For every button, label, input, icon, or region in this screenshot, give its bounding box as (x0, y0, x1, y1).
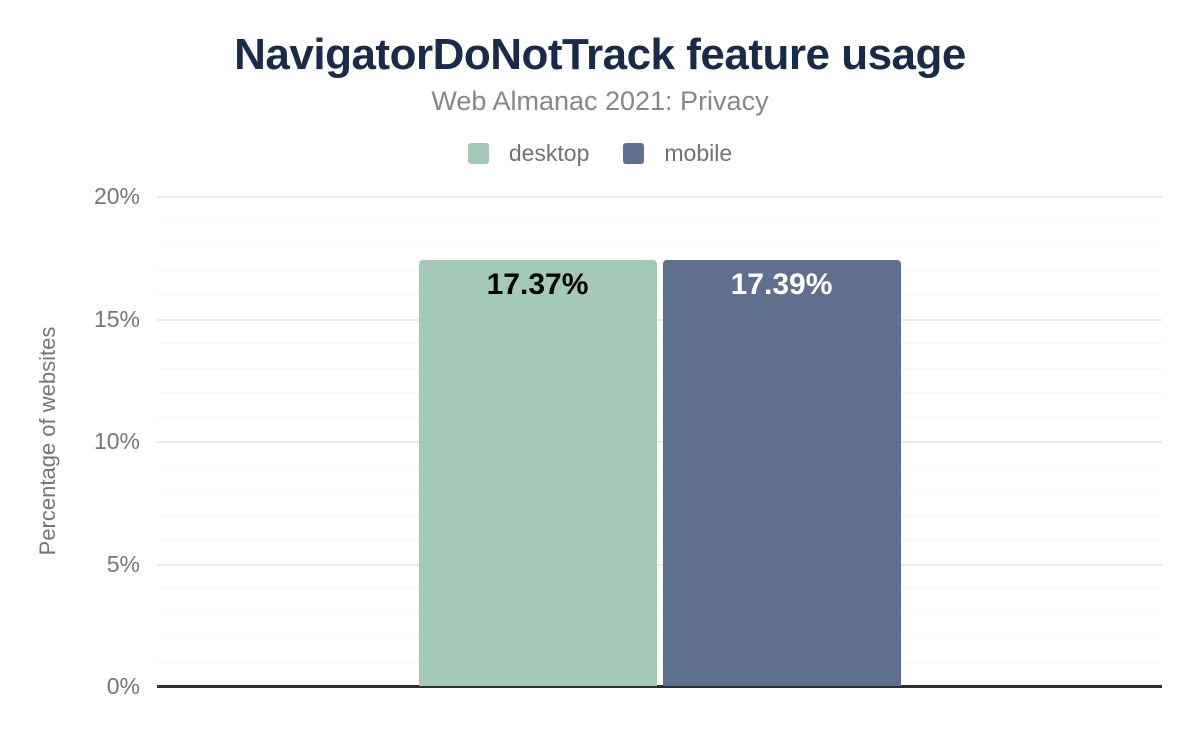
bar-mobile: 17.39% (662, 259, 901, 686)
gridline-minor (157, 367, 1162, 369)
legend-label-mobile: mobile (664, 140, 733, 166)
gridline-major (157, 441, 1162, 443)
gridline-minor (157, 220, 1162, 222)
chart-title: NavigatorDoNotTrack feature usage (234, 30, 966, 79)
legend: desktop mobile (0, 140, 1200, 167)
gridline-minor (157, 588, 1162, 589)
y-tick-label: 5% (106, 550, 140, 577)
plot-area: 17.37% 17.39% (157, 196, 1162, 688)
legend-item-desktop: desktop (467, 140, 590, 167)
x-axis-line (157, 685, 1162, 688)
gridline-minor (157, 343, 1162, 344)
gridline-minor (157, 269, 1162, 271)
gridline-minor (157, 392, 1162, 393)
gridline-minor (157, 612, 1162, 614)
gridline-minor (157, 465, 1162, 467)
legend-swatch-icon (467, 143, 489, 164)
gridline-minor (157, 294, 1162, 295)
gridline-minor (157, 637, 1162, 638)
legend-label-desktop: desktop (508, 140, 590, 166)
legend-item-mobile: mobile (623, 140, 732, 167)
gridline-minor (157, 539, 1162, 540)
chart-subtitle: Web Almanac 2021: Privacy (431, 86, 769, 116)
gridline-minor (157, 245, 1162, 246)
gridline-major (157, 318, 1162, 321)
legend-swatch-icon (623, 143, 645, 164)
gridline-major (157, 563, 1162, 566)
bar-desktop: 17.37% (418, 260, 657, 686)
gridline-minor (157, 514, 1162, 516)
gridline-minor (157, 416, 1162, 418)
y-tick-label: 20% (93, 183, 140, 209)
bar-value-label-desktop: 17.37% (486, 268, 589, 302)
bar-value-label-mobile: 17.39% (730, 267, 833, 301)
y-tick-label: 0% (106, 673, 140, 699)
gridline-minor (157, 490, 1162, 491)
y-tick-label: 10% (93, 428, 140, 454)
gridline-major (157, 196, 1162, 198)
y-tick-label: 15% (93, 305, 140, 332)
gridline-minor (157, 661, 1162, 663)
